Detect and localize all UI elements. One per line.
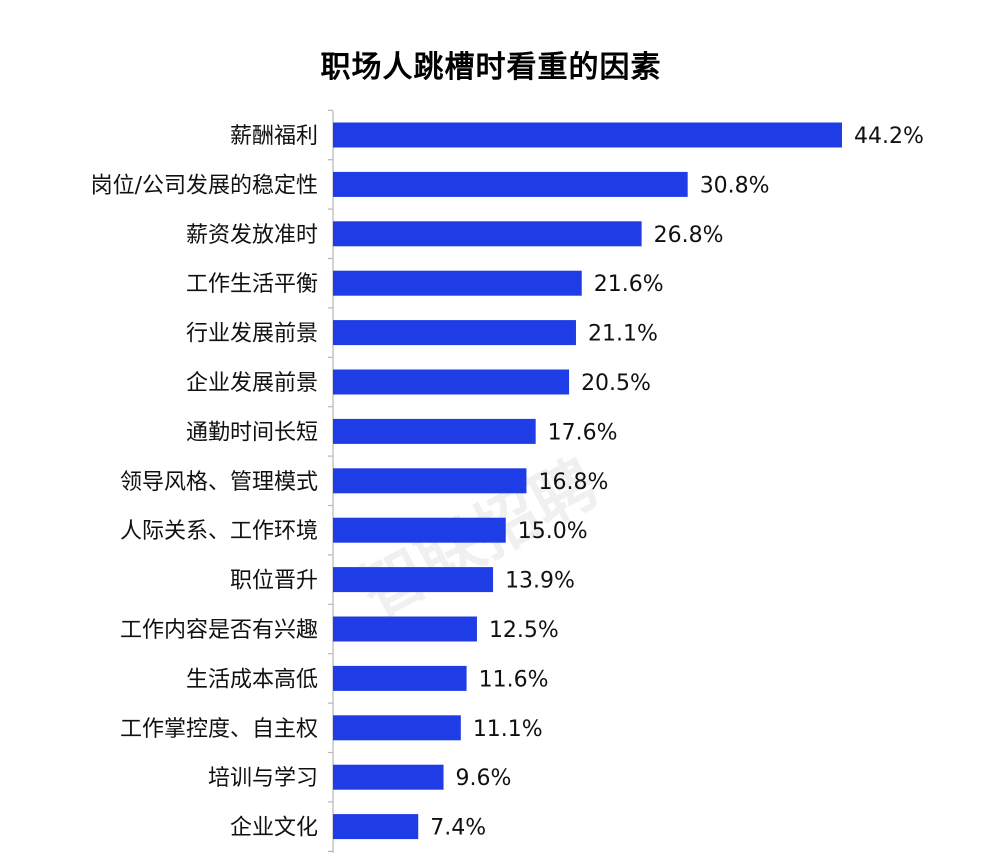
bars-layer [333, 122, 842, 840]
data-label: 20.5% [581, 371, 651, 396]
category-label: 薪资发放准时 [186, 223, 318, 248]
category-label: 行业发展前景 [186, 322, 318, 347]
chart-title: 职场人跳槽时看重的因素 [320, 50, 662, 85]
bar [333, 567, 494, 593]
bar [333, 715, 461, 741]
category-label: 工作掌控度、自主权 [120, 717, 318, 742]
category-label: 人际关系、工作环境 [120, 519, 318, 544]
category-label: 薪酬福利 [230, 124, 318, 149]
data-label: 13.9% [505, 569, 575, 594]
bar [333, 616, 477, 642]
data-label: 44.2% [854, 124, 924, 149]
category-label: 工作生活平衡 [186, 272, 318, 297]
category-label: 培训与学习 [208, 766, 318, 791]
data-label: 30.8% [700, 173, 770, 198]
bar [333, 468, 527, 494]
category-label: 工作内容是否有兴趣 [120, 618, 318, 643]
category-label: 领导风格、管理模式 [120, 470, 318, 495]
bar [333, 418, 536, 444]
category-label: 岗位/公司发展的稳定性 [91, 173, 318, 198]
axis-layer [328, 109, 334, 853]
category-label: 职位晋升 [230, 569, 318, 594]
data-label: 16.8% [538, 470, 608, 495]
data-label: 12.5% [489, 618, 559, 643]
bar [333, 122, 842, 148]
bar [333, 171, 688, 197]
bar [333, 814, 419, 840]
bar [333, 221, 642, 247]
data-label: 21.1% [588, 322, 658, 347]
bar [333, 665, 467, 691]
data-label: 26.8% [654, 223, 724, 248]
bar [333, 517, 506, 543]
category-label: 通勤时间长短 [186, 420, 318, 445]
bar [333, 764, 444, 790]
bar [333, 270, 582, 296]
data-label: 11.6% [479, 667, 549, 692]
data-label: 9.6% [456, 766, 512, 791]
labels-layer: 薪酬福利 44.2% 岗位/公司发展的稳定性 30.8% 薪资发放准时 26.8% 工作生活… [91, 124, 924, 841]
category-label: 企业发展前景 [186, 371, 318, 396]
data-label: 21.6% [594, 272, 664, 297]
category-label: 生活成本高低 [186, 667, 318, 692]
data-label: 11.1% [473, 717, 543, 742]
category-label: 企业文化 [230, 816, 318, 841]
data-label: 17.6% [548, 420, 618, 445]
data-label: 15.0% [518, 519, 588, 544]
bar [333, 320, 576, 346]
data-label: 7.4% [430, 816, 486, 841]
bar [333, 369, 570, 395]
